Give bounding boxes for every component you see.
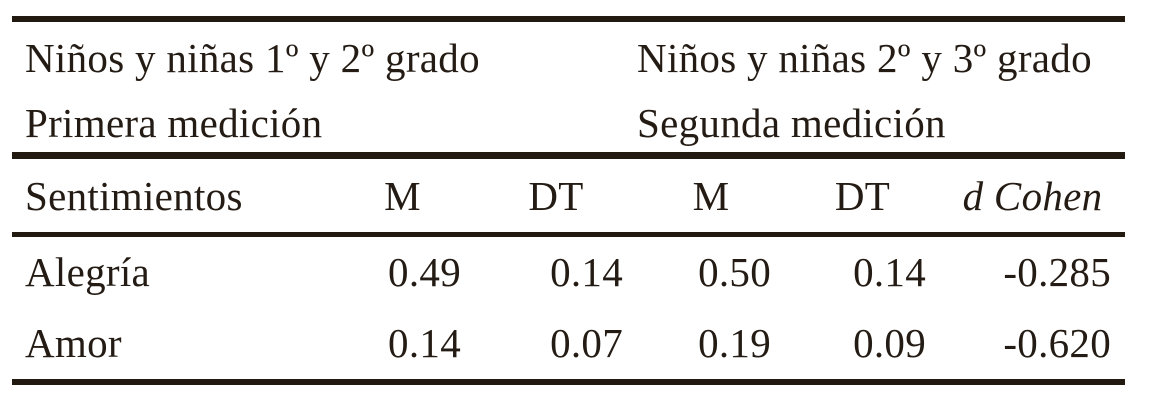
- value-cell: -0.285: [1003, 249, 1112, 295]
- value-cell: 0.50: [698, 249, 772, 295]
- cohort-header-first: Niños y niñas 1º y 2º grado: [12, 16, 638, 94]
- column-header-row: Sentimientos M DT M DT d Cohen: [12, 155, 1126, 237]
- measurement-header-row: Primera medición Segunda medición: [12, 94, 1126, 159]
- table-row-alegria: Alegría 0.49 0.14 0.50 0.14 -0.285: [12, 235, 1125, 308]
- value-cell: -0.620: [940, 307, 1126, 385]
- value-cell: 0.14: [550, 249, 624, 295]
- measurement-label-second: Segunda medición: [637, 94, 1126, 159]
- value-cell: 0.14: [330, 307, 475, 385]
- column-header-m-second: M: [637, 155, 786, 237]
- row-label-amor: Amor: [12, 307, 330, 385]
- statistics-table: Niños y niñas 1º y 2º grado Niños y niña…: [12, 16, 1126, 385]
- value-cell: 0.49: [388, 249, 461, 295]
- measurement-label-first: Primera medición: [12, 94, 638, 159]
- table-row-amor: Amor 0.14 0.07 0.19 0.09 -0.620: [12, 307, 1126, 385]
- column-header-sentimientos: Sentimientos: [12, 155, 330, 237]
- cohort-header-row: Niños y niñas 1º y 2º grado Niños y niña…: [12, 16, 1126, 94]
- value-cell: 0.14: [853, 249, 927, 295]
- column-header-dt-first: DT: [475, 155, 638, 237]
- value-cell: 0.19: [637, 307, 786, 385]
- column-header-m-first: M: [330, 155, 475, 237]
- value-cell: 0.09: [785, 307, 941, 385]
- value-cell: 0.07: [475, 307, 638, 385]
- cohort-header-second: Niños y niñas 2º y 3º grado: [637, 16, 1126, 94]
- column-header-dt-second: DT: [785, 155, 941, 237]
- row-label-alegria: Alegría: [25, 249, 151, 295]
- column-header-d-cohen: d Cohen: [940, 155, 1126, 237]
